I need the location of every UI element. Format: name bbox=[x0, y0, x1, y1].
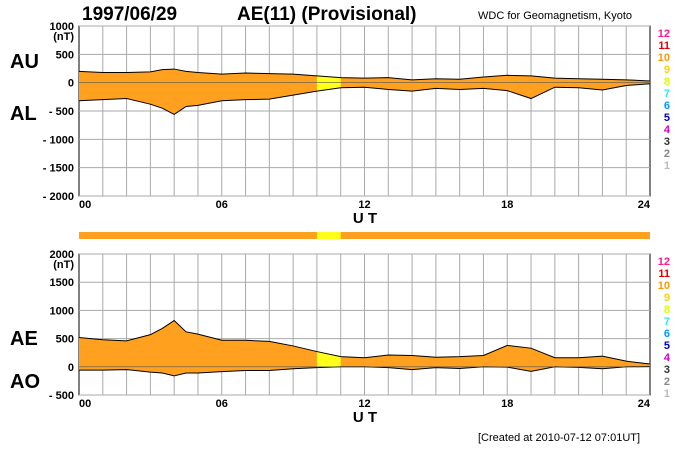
top-ytick-label: 0 bbox=[68, 78, 74, 90]
al-label: AL bbox=[10, 103, 37, 125]
scale-label-6: 6 bbox=[664, 100, 670, 112]
top-ytick-label: - 1000 bbox=[43, 134, 74, 146]
scale-label-12: 12 bbox=[658, 28, 670, 40]
bottom-xtick-label: 06 bbox=[216, 398, 228, 410]
bottom-ytick-label: 1000 bbox=[50, 305, 74, 317]
scale-label-11: 11 bbox=[658, 40, 670, 52]
scale-label-6: 6 bbox=[664, 328, 670, 340]
top-ytick-label: - 2000 bbox=[43, 191, 74, 203]
bottom-ytick-label: 0 bbox=[68, 362, 74, 374]
au-label: AU bbox=[10, 51, 39, 73]
bottom-xtick-label: 12 bbox=[358, 398, 370, 410]
ao-label: AO bbox=[10, 371, 40, 393]
top-unit-label: (nT) bbox=[53, 31, 74, 43]
scale-label-2: 2 bbox=[664, 376, 670, 388]
scale-label-8: 8 bbox=[664, 304, 670, 316]
top-ytick-label: 500 bbox=[56, 49, 74, 61]
bottom-area-fill bbox=[79, 320, 650, 376]
bottom-xaxis-title: U T bbox=[353, 409, 377, 426]
bottom-unit-label: (nT) bbox=[53, 259, 74, 271]
scale-label-3: 3 bbox=[664, 364, 670, 376]
top-ytick-label: - 1500 bbox=[43, 163, 74, 175]
scale-label-4: 4 bbox=[664, 124, 671, 136]
chart-title: AE(11) (Provisional) bbox=[237, 4, 417, 25]
status-strip bbox=[79, 232, 650, 239]
top-xtick-label: 18 bbox=[501, 199, 513, 211]
series-ae-line bbox=[78, 319, 651, 365]
bottom-ytick-label: 1500 bbox=[50, 277, 74, 289]
scale-label-5: 5 bbox=[664, 112, 670, 124]
scale-label-11: 11 bbox=[658, 268, 670, 280]
date-label: 1997/06/29 bbox=[82, 4, 178, 25]
scale-label-12: 12 bbox=[658, 256, 670, 268]
scale-label-2: 2 bbox=[664, 148, 670, 160]
bottom-ytick-label: - 500 bbox=[49, 390, 74, 402]
bottom-ytick-label: 500 bbox=[56, 334, 74, 346]
top-xtick-label: 12 bbox=[358, 199, 370, 211]
scale-label-8: 8 bbox=[664, 76, 670, 88]
scale-label-3: 3 bbox=[664, 136, 670, 148]
bottom-xtick-label: 00 bbox=[79, 398, 91, 410]
source-label: WDC for Geomagnetism, Kyoto bbox=[478, 10, 633, 22]
top-xtick-label: 06 bbox=[216, 199, 228, 211]
created-label: [Created at 2010-07-12 07:01UT] bbox=[478, 432, 641, 444]
bottom-xtick-label: 18 bbox=[501, 398, 513, 410]
ae-label: AE bbox=[10, 328, 38, 350]
top-xaxis-title: U T bbox=[353, 210, 377, 227]
series-al-line bbox=[78, 83, 651, 115]
scale-label-10: 10 bbox=[658, 52, 670, 64]
scale-label-5: 5 bbox=[664, 340, 670, 352]
scale-label-1: 1 bbox=[664, 388, 670, 400]
scale-label-4: 4 bbox=[664, 352, 671, 364]
bottom-ytick-label: 2000 bbox=[50, 249, 74, 261]
scale-label-7: 7 bbox=[664, 316, 670, 328]
top-ytick-label: - 500 bbox=[49, 106, 74, 118]
scale-label-10: 10 bbox=[658, 280, 670, 292]
scale-label-9: 9 bbox=[664, 64, 670, 76]
top-area-fill bbox=[79, 69, 650, 115]
top-xtick-label: 24 bbox=[638, 199, 651, 211]
top-ytick-label: 1000 bbox=[50, 21, 74, 33]
scale-label-9: 9 bbox=[664, 292, 670, 304]
top-xtick-label: 00 bbox=[79, 199, 91, 211]
series-au-line bbox=[78, 68, 651, 82]
scale-label-1: 1 bbox=[664, 160, 670, 172]
scale-label-7: 7 bbox=[664, 88, 670, 100]
status-strip-highlight bbox=[316, 232, 341, 239]
bottom-xtick-label: 24 bbox=[638, 398, 651, 410]
